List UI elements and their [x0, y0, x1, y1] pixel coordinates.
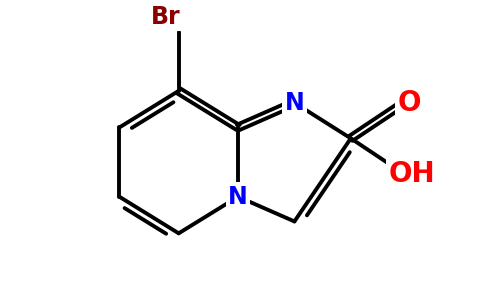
Text: N: N: [285, 91, 304, 115]
Text: Br: Br: [151, 5, 181, 29]
Text: N: N: [228, 185, 248, 209]
Text: O: O: [397, 89, 421, 117]
Text: OH: OH: [389, 160, 436, 188]
